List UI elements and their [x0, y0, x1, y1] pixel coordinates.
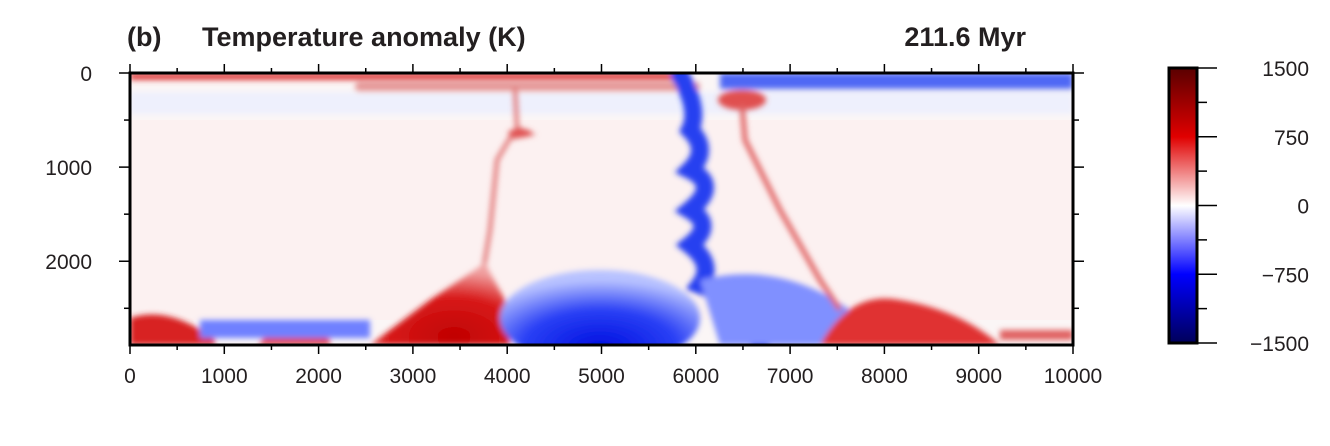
x-tick-label: 1000: [201, 365, 248, 388]
x-tick-label: 5000: [578, 365, 625, 388]
hot-horizontal-band: [355, 82, 700, 91]
colorbar-tick-label: −750: [1262, 264, 1309, 287]
colorbar: [1167, 66, 1199, 345]
y-tick-label: 2000: [45, 251, 92, 274]
cold-basal-layer: [200, 320, 370, 338]
hot-pile-left: [370, 263, 510, 345]
x-tick-label: 6000: [672, 365, 719, 388]
x-tick-label: 9000: [955, 365, 1002, 388]
upper-cool-band: [130, 92, 1073, 114]
hot-pile-right: [820, 298, 1000, 345]
hot-plume-right: [739, 104, 843, 312]
x-tick-label: 4000: [484, 365, 531, 388]
top-hot-layer: [130, 73, 690, 80]
colorbar-tick-label: 1500: [1262, 58, 1309, 81]
hot-dome-1: [130, 314, 215, 345]
x-tick-label: 0: [124, 365, 136, 388]
colorbar-tick-label: 0: [1297, 196, 1309, 219]
plume-head-right: [718, 90, 766, 110]
x-tick-label: 2000: [295, 365, 342, 388]
chart-title: Temperature anomaly (K): [202, 22, 526, 52]
x-tick-label: 3000: [390, 365, 437, 388]
hot-basal-right: [1000, 330, 1073, 340]
colorbar-ticks: 1500 750 0 −750 −1500: [1197, 58, 1309, 356]
y-tick-label: 0: [80, 63, 92, 86]
top-cold-layer: [720, 73, 1073, 89]
axes: 0 1000 2000 3000 4000 5000 6000 7000 8000 9000 100…: [45, 63, 1102, 388]
panel-label: (b): [127, 22, 161, 52]
cold-pile-right: [700, 274, 850, 345]
x-tick-label: 8000: [861, 365, 908, 388]
cold-pile-center: [500, 270, 700, 345]
time-label: 211.6 Myr: [904, 22, 1026, 52]
heatmap-field: [130, 73, 1073, 345]
plume-head-left: [508, 129, 532, 137]
x-tick-label: 10000: [1044, 365, 1102, 388]
colorbar-tick-label: −1500: [1250, 333, 1309, 356]
y-tick-label: 1000: [45, 157, 92, 180]
hot-plume-left: [478, 87, 537, 291]
x-tick-label: 7000: [767, 365, 814, 388]
colorbar-tick-label: 750: [1274, 127, 1309, 150]
